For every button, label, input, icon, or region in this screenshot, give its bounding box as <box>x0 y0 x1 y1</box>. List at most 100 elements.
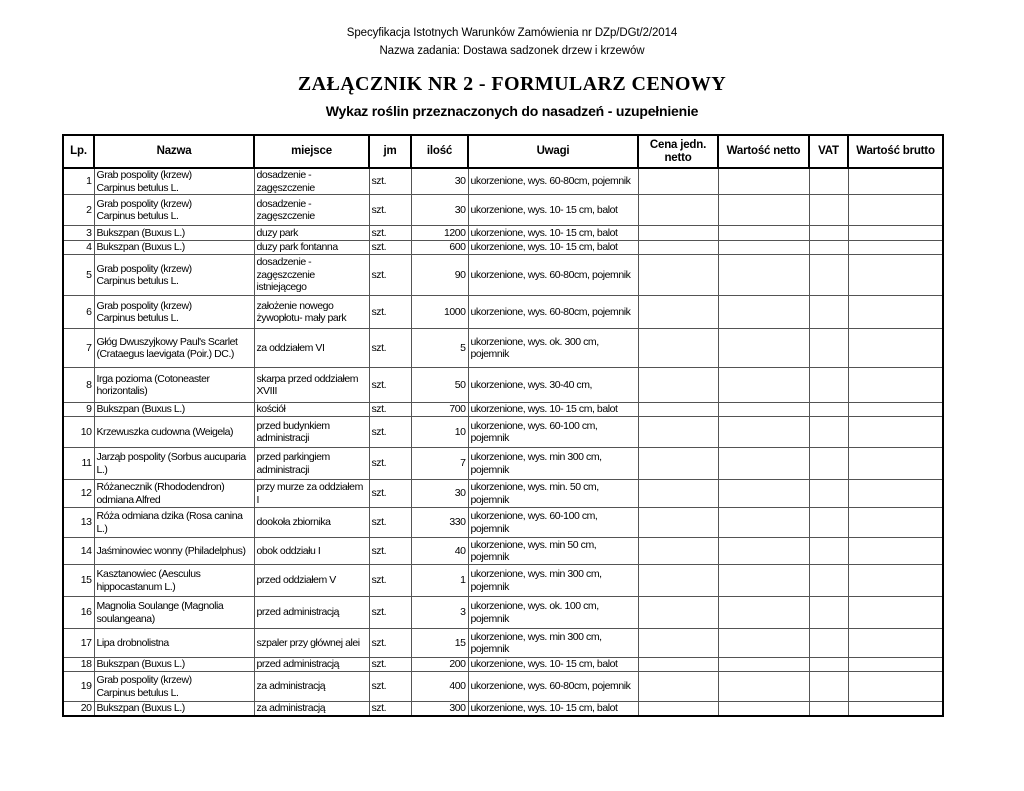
table-row: 15 Kasztanowiec (Aesculus hippocastanum L… <box>62 564 944 597</box>
cell-miejsce: za administracją <box>253 701 370 716</box>
table-row: 11 Jarząb pospolity (Sorbus aucuparia L.)… <box>62 447 944 480</box>
page-subtitle: Wykaz roślin przeznaczonych do nasadzeń … <box>325 103 699 119</box>
cell-wartosc-netto <box>717 479 810 508</box>
cell-cena-jedn-netto <box>637 194 719 226</box>
cell-cena-jedn-netto <box>637 254 719 296</box>
cell-miejsce: szpaler przy głównej alei <box>253 628 370 658</box>
cell-nazwa: Różanecznik (Rhododendron) odmiana Alfre… <box>93 479 255 508</box>
table-row: 19 Grab pospolity (krzew) Carpinus betulu… <box>62 671 944 702</box>
cell-uwagi: ukorzenione, wys. 60-80cm, pojemnik <box>467 671 639 702</box>
cell-nazwa: Głóg Dwuszyjkowy Paul's Scarlet (Crataeg… <box>93 328 255 368</box>
cell-wartosc-netto <box>717 657 810 672</box>
cell-lp: 17 <box>62 628 95 658</box>
cell-jm: szt. <box>368 447 412 480</box>
cell-jm: szt. <box>368 416 412 448</box>
cell-cena-jedn-netto <box>637 628 719 658</box>
table-row: 13 Róża odmiana dzika (Rosa canina L.) doo… <box>62 507 944 538</box>
cell-jm: szt. <box>368 564 412 597</box>
cell-wartosc-brutto <box>847 225 944 241</box>
cell-wartosc-brutto <box>847 537 944 565</box>
cell-miejsce: za administracją <box>253 671 370 702</box>
cell-lp: 9 <box>62 402 95 417</box>
cell-wartosc-brutto <box>847 328 944 368</box>
column-header-uwagi: Uwagi <box>467 134 639 169</box>
cell-lp: 5 <box>62 254 95 296</box>
cell-cena-jedn-netto <box>637 240 719 255</box>
cell-vat <box>808 479 849 508</box>
cell-wartosc-netto <box>717 240 810 255</box>
cell-uwagi: ukorzenione, wys. 10- 15 cm, balot <box>467 194 639 226</box>
cell-wartosc-netto <box>717 295 810 329</box>
cell-jm: szt. <box>368 367 412 403</box>
cell-uwagi: ukorzenione, wys. ok. 100 cm, pojemnik <box>467 596 639 629</box>
column-header-lp: Lp. <box>62 134 95 169</box>
cell-cena-jedn-netto <box>637 367 719 403</box>
cell-wartosc-brutto <box>847 194 944 226</box>
cell-jm: szt. <box>368 295 412 329</box>
cell-miejsce: dosadzenie - zagęszczenie istniejącego <box>253 254 370 296</box>
cell-ilosc: 30 <box>410 194 469 226</box>
cell-wartosc-brutto <box>847 701 944 716</box>
cell-miejsce: duzy park <box>253 225 370 241</box>
cell-ilosc: 300 <box>410 701 469 716</box>
cell-lp: 13 <box>62 507 95 538</box>
cell-wartosc-netto <box>717 367 810 403</box>
cell-vat <box>808 701 849 716</box>
cell-uwagi: ukorzenione, wys. 60-80cm, pojemnik <box>467 254 639 296</box>
cell-miejsce: obok oddziału I <box>253 537 370 565</box>
cell-uwagi: ukorzenione, wys. 60-100 cm, pojemnik <box>467 416 639 448</box>
cell-lp: 4 <box>62 240 95 255</box>
cell-vat <box>808 402 849 417</box>
cell-ilosc: 3 <box>410 596 469 629</box>
cell-jm: szt. <box>368 537 412 565</box>
cell-cena-jedn-netto <box>637 447 719 480</box>
cell-wartosc-netto <box>717 447 810 480</box>
cell-wartosc-netto <box>717 194 810 226</box>
cell-miejsce: przed administracją <box>253 596 370 629</box>
cell-wartosc-brutto <box>847 402 944 417</box>
price-form-table: Lp. Nazwa miejsce jm ilość Uwagi Cena je… <box>62 134 944 717</box>
table-row: 5 Grab pospolity (krzew) Carpinus betulus… <box>62 254 944 296</box>
cell-lp: 1 <box>62 167 95 195</box>
column-header-wartosc-netto: Wartość netto <box>717 134 810 169</box>
cell-lp: 16 <box>62 596 95 629</box>
cell-jm: szt. <box>368 657 412 672</box>
table-row: 3 Bukszpan (Buxus L.) duzy park szt. 1200 uko… <box>62 225 944 241</box>
table-header-row: Lp. Nazwa miejsce jm ilość Uwagi Cena je… <box>62 134 944 169</box>
cell-vat <box>808 671 849 702</box>
cell-nazwa: Krzewuszka cudowna (Weigela) <box>93 416 255 448</box>
cell-nazwa: Bukszpan (Buxus L.) <box>93 657 255 672</box>
table-header: Lp. Nazwa miejsce jm ilość Uwagi Cena je… <box>62 134 944 169</box>
cell-ilosc: 1000 <box>410 295 469 329</box>
cell-uwagi: ukorzenione, wys. 60-80cm, pojemnik <box>467 295 639 329</box>
cell-miejsce: za oddziałem VI <box>253 328 370 368</box>
cell-miejsce: dosadzenie - zagęszczenie <box>253 194 370 226</box>
cell-nazwa: Bukszpan (Buxus L.) <box>93 225 255 241</box>
table-body: 1 Grab pospolity (krzew) Carpinus betulus… <box>62 167 944 716</box>
cell-nazwa: Bukszpan (Buxus L.) <box>93 240 255 255</box>
cell-cena-jedn-netto <box>637 167 719 195</box>
cell-lp: 10 <box>62 416 95 448</box>
table-row: 8 Irga pozioma (Cotoneaster horizontalis)… <box>62 367 944 403</box>
cell-nazwa: Lipa drobnolistna <box>93 628 255 658</box>
cell-vat <box>808 507 849 538</box>
column-header-ilosc: ilość <box>410 134 469 169</box>
cell-vat <box>808 167 849 195</box>
cell-jm: szt. <box>368 328 412 368</box>
cell-nazwa: Grab pospolity (krzew) Carpinus betulus … <box>93 671 255 702</box>
cell-cena-jedn-netto <box>637 657 719 672</box>
column-header-cena-jedn-netto: Cena jedn. netto <box>637 134 719 169</box>
cell-ilosc: 40 <box>410 537 469 565</box>
column-header-jm: jm <box>368 134 412 169</box>
cell-ilosc: 10 <box>410 416 469 448</box>
cell-lp: 19 <box>62 671 95 702</box>
cell-ilosc: 50 <box>410 367 469 403</box>
table-row: 16 Magnolia Soulange (Magnolia soulangean… <box>62 596 944 629</box>
cell-ilosc: 330 <box>410 507 469 538</box>
cell-jm: szt. <box>368 254 412 296</box>
cell-lp: 12 <box>62 479 95 508</box>
cell-lp: 2 <box>62 194 95 226</box>
cell-uwagi: ukorzenione, wys. min. 50 cm, pojemnik <box>467 479 639 508</box>
cell-uwagi: ukorzenione, wys. 10- 15 cm, balot <box>467 402 639 417</box>
cell-nazwa: Jarząb pospolity (Sorbus aucuparia L.) <box>93 447 255 480</box>
